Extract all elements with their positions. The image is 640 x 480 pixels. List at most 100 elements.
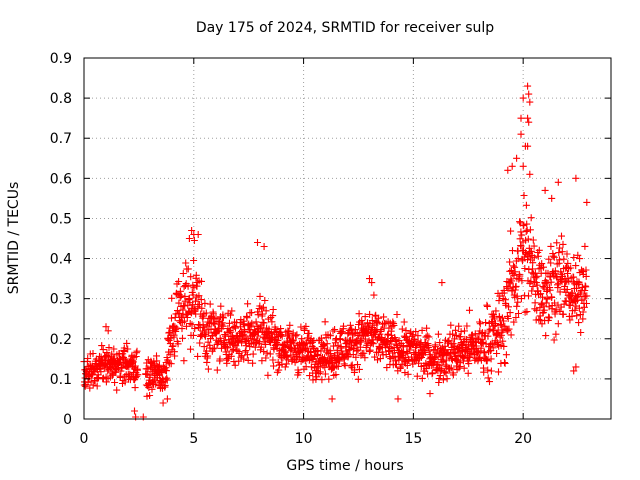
y-tick-label: 0.4 [50, 252, 72, 268]
data-point [180, 357, 188, 365]
data-point [184, 282, 192, 290]
data-point [380, 313, 388, 321]
data-point [483, 303, 491, 310]
data-point [198, 277, 205, 285]
data-point [492, 320, 500, 327]
data-point [525, 118, 533, 126]
data-point [512, 314, 520, 321]
data-point [529, 236, 537, 244]
data-point [548, 194, 556, 202]
data-point [124, 345, 132, 353]
data-point [400, 318, 408, 326]
data-point [563, 286, 571, 293]
data-point [244, 322, 252, 330]
data-point [575, 304, 583, 312]
data-point [535, 315, 543, 323]
data-point [274, 336, 282, 344]
data-point [487, 367, 495, 375]
data-point [542, 299, 550, 307]
data-point [267, 329, 275, 337]
data-point [577, 329, 585, 336]
data-point [518, 231, 526, 239]
data-point [200, 343, 208, 351]
data-point [346, 346, 354, 354]
data-point [192, 271, 200, 279]
data-point [232, 324, 239, 332]
data-point [252, 318, 260, 326]
data-point [372, 311, 380, 319]
data-point [248, 309, 256, 317]
data-point [533, 272, 541, 280]
data-point [254, 239, 261, 246]
data-point [89, 350, 97, 357]
x-tick-labels: 0 5 10 15 20 [80, 431, 533, 447]
data-point [168, 294, 176, 302]
data-point [559, 310, 567, 318]
data-point [334, 362, 342, 370]
data-point [422, 365, 430, 373]
data-point [504, 326, 512, 334]
data-point [546, 273, 554, 281]
data-point [98, 342, 106, 350]
data-point [438, 358, 446, 366]
data-point [484, 366, 492, 374]
data-point [194, 352, 202, 360]
data-point [570, 254, 578, 261]
data-point [516, 235, 524, 243]
data-point [473, 334, 481, 342]
data-point [443, 375, 451, 383]
data-point [336, 336, 344, 343]
data-point [418, 374, 426, 382]
data-point [523, 308, 531, 316]
data-point [341, 362, 349, 370]
data-point [374, 356, 381, 364]
data-point [542, 332, 550, 340]
data-point [129, 358, 137, 366]
y-tick-label: 0.9 [50, 51, 72, 67]
data-point [269, 306, 277, 313]
data-point [540, 263, 547, 271]
data-point [313, 364, 321, 372]
data-point [538, 260, 546, 268]
data-point [525, 90, 533, 98]
data-point [423, 332, 431, 340]
data-point [219, 322, 227, 330]
data-point [176, 309, 184, 317]
data-point [131, 407, 138, 415]
plot-frame [83, 57, 612, 420]
data-point [357, 338, 365, 346]
data-point [146, 392, 154, 399]
data-point [120, 344, 128, 352]
data-point [554, 284, 562, 292]
data-point [241, 328, 249, 335]
data-point [573, 284, 580, 292]
data-point [358, 317, 366, 325]
data-point [526, 226, 534, 234]
data-point [120, 353, 127, 361]
data-point [104, 327, 112, 335]
data-point [263, 349, 271, 357]
data-point [556, 244, 564, 252]
data-point [570, 273, 578, 281]
data-point [228, 307, 236, 315]
data-point [163, 374, 171, 382]
data-point [530, 242, 538, 250]
data-point [262, 354, 270, 362]
data-point [547, 242, 555, 250]
data-point [148, 385, 156, 393]
data-point [463, 322, 471, 330]
data-point [247, 323, 255, 331]
data-point [500, 317, 507, 325]
data-point [530, 254, 538, 262]
data-point [228, 347, 236, 355]
data-point [227, 311, 234, 319]
data-point [155, 361, 163, 369]
data-point [226, 327, 234, 334]
y-axis-label: SRMTID / TECUs [6, 182, 22, 295]
data-point [403, 333, 410, 341]
data-point [553, 274, 561, 282]
data-point [504, 166, 512, 174]
data-point [392, 357, 400, 365]
data-point [582, 283, 590, 291]
data-point [368, 317, 376, 324]
